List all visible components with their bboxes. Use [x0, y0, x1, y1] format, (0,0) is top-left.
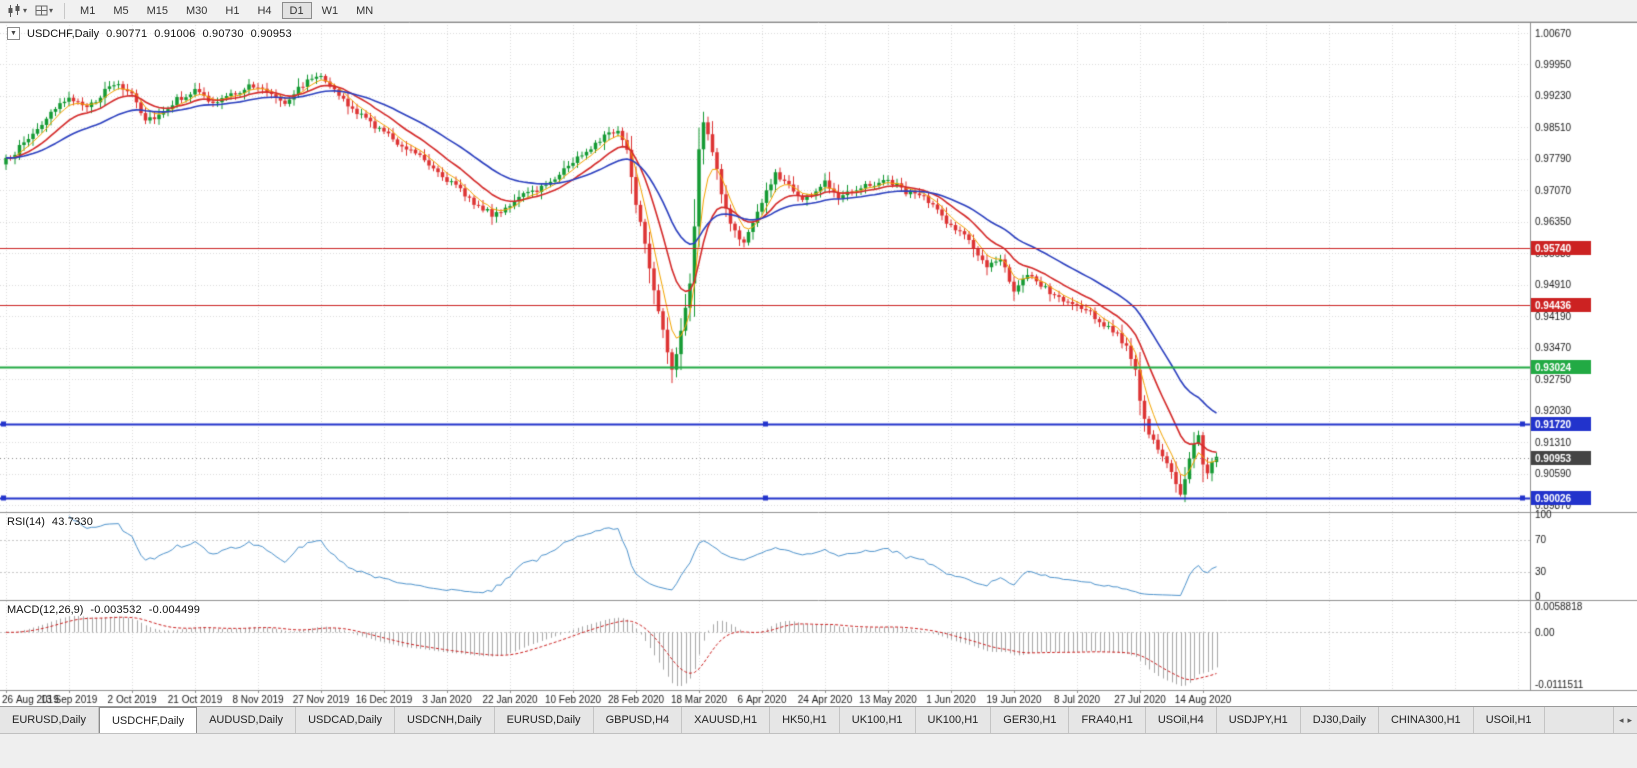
- timeframes-dropdown-button[interactable]: ▾: [32, 2, 56, 20]
- macd-name: MACD(12,26,9): [7, 604, 84, 616]
- ohlc-close-value: 0.90953: [250, 27, 292, 40]
- chart-tab-hk50-h1[interactable]: HK50,H1: [770, 707, 840, 733]
- chevron-down-icon: ▼: [10, 30, 17, 37]
- chart-tab-usdchf-daily[interactable]: USDCHF,Daily: [98, 707, 198, 733]
- tab-scroll-left-button[interactable]: ◂: [1618, 714, 1624, 725]
- chart-title: ▼ USDCHF,Daily 0.90771 0.91006 0.90730 0…: [7, 27, 292, 40]
- rsi-value: 43.7330: [51, 516, 94, 528]
- chart-tab-fra40-h1[interactable]: FRA40,H1: [1069, 707, 1146, 733]
- grid-icon: [35, 5, 48, 16]
- timeframe-button-h4[interactable]: H4: [257, 5, 272, 17]
- chart-tab-usoil-h1[interactable]: USOil,H1: [1473, 707, 1545, 733]
- timeframe-button-m5[interactable]: M5: [113, 5, 129, 17]
- chevron-down-icon: ▾: [23, 6, 28, 15]
- timeframe-button-mn[interactable]: MN: [356, 5, 374, 17]
- chart-tab-usoil-h4[interactable]: USOil,H4: [1145, 707, 1217, 733]
- rsi-name: RSI(14): [7, 516, 45, 528]
- timeframe-button-w1[interactable]: W1: [321, 5, 339, 17]
- macd-indicator-label: MACD(12,26,9) -0.003532 -0.004499: [7, 604, 200, 616]
- toolbar-separator: [64, 2, 66, 19]
- rsi-indicator-label: RSI(14) 43.7330: [7, 516, 93, 528]
- timeframe-button-m30[interactable]: M30: [186, 5, 208, 17]
- tab-scroll-right-button[interactable]: ▸: [1627, 714, 1632, 725]
- chart-tab-usdjpy-h1[interactable]: USDJPY,H1: [1216, 707, 1301, 733]
- timeframe-button-h1[interactable]: H1: [225, 5, 240, 17]
- chevron-down-icon: ▾: [49, 6, 54, 15]
- macd-signal-value: -0.004499: [148, 604, 201, 616]
- chart-tab-uk100-h1[interactable]: UK100,H1: [839, 707, 916, 733]
- chart-tab-china300-h1[interactable]: CHINA300,H1: [1378, 707, 1474, 733]
- chart-tab-xauusd-h1[interactable]: XAUUSD,H1: [682, 707, 771, 733]
- status-bar-area: [0, 733, 1637, 768]
- timeframe-button-m1[interactable]: M1: [80, 5, 96, 17]
- chart-tab-eurusd-daily[interactable]: EURUSD,Daily: [494, 707, 594, 733]
- timeframe-button-d1[interactable]: D1: [281, 2, 312, 19]
- chart-symbol-label: USDCHF,Daily: [27, 27, 100, 40]
- chart-tab-usdcad-daily[interactable]: USDCAD,Daily: [296, 707, 396, 733]
- tab-scroll-buttons: ◂ ▸: [1612, 707, 1637, 733]
- chart-style-button[interactable]: ▾: [4, 2, 30, 20]
- chart-tab-bar: EURUSD,Daily USDCHF,Daily AUDUSD,Daily USDC…: [0, 706, 1637, 733]
- price-chart-canvas[interactable]: [0, 22, 1637, 706]
- chart-tab-uk100-h1[interactable]: UK100,H1: [915, 707, 992, 733]
- chart-tab-gbpusd-h4[interactable]: GBPUSD,H4: [593, 707, 683, 733]
- chart-tab-dj30-daily[interactable]: DJ30,Daily: [1300, 707, 1379, 733]
- chart-tab-usdcnh-daily[interactable]: USDCNH,Daily: [395, 707, 495, 733]
- chart-tab-ger30-h1[interactable]: GER30,H1: [991, 707, 1070, 733]
- ohlc-low-value: 0.90730: [202, 27, 244, 40]
- ohlc-open-value: 0.90771: [106, 27, 148, 40]
- candlestick-chart-icon: [8, 3, 20, 17]
- timeframe-buttons-group: M1 M5 M15 M30 H1 H4 D1 W1 MN: [71, 2, 382, 19]
- ohlc-high-value: 0.91006: [154, 27, 196, 40]
- chart-tab-eurusd-daily[interactable]: EURUSD,Daily: [0, 707, 99, 733]
- timeframe-button-m15[interactable]: M15: [146, 5, 168, 17]
- symbol-dropdown-button[interactable]: ▼: [7, 27, 20, 40]
- macd-main-value: -0.003532: [90, 604, 142, 616]
- chart-tab-audusd-daily[interactable]: AUDUSD,Daily: [197, 707, 297, 733]
- timeframe-toolbar: ▾ ▾ M1 M5 M15 M30 H1 H4 D1 W1 MN: [0, 0, 1637, 22]
